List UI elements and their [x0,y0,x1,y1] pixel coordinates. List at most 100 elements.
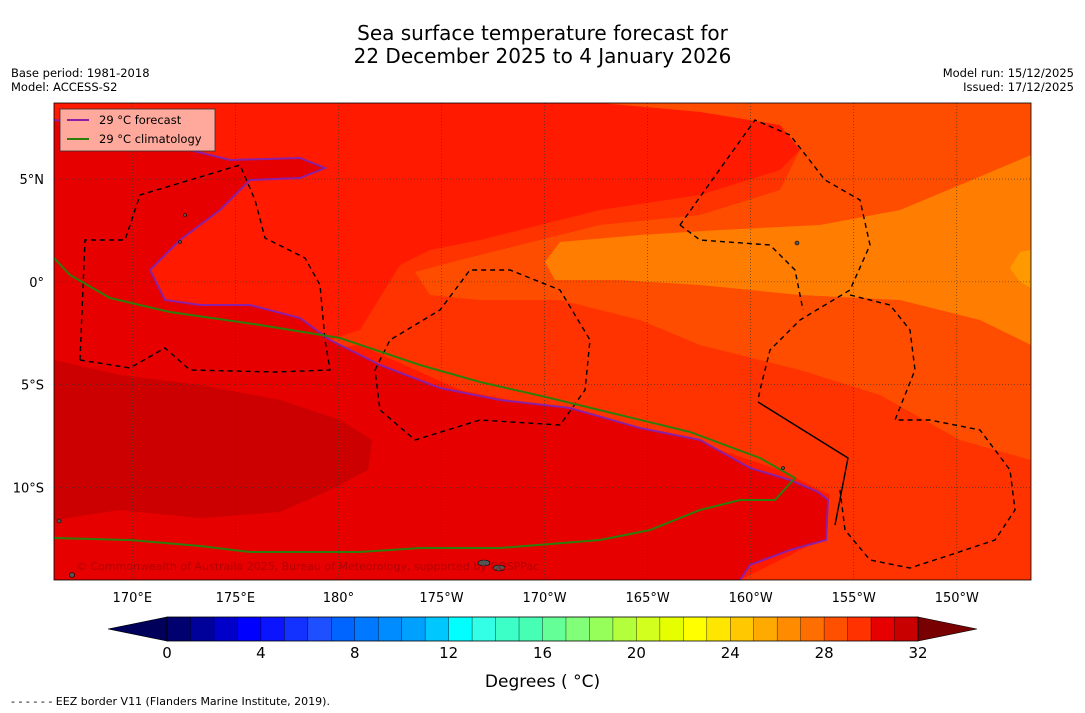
chart-title: Sea surface temperature forecast for 22 … [0,22,1085,68]
colorbar-swatch [307,617,332,641]
island-6 [781,466,785,470]
meta-right: Model run: 15/12/2025 Issued: 17/12/2025 [943,66,1074,94]
colorbar-tick-label: 0 [162,644,172,662]
map-gridlines [54,103,1031,580]
colorbar-swatch [401,617,426,641]
island-1 [69,572,75,578]
colorbar-swatch [636,617,661,641]
longitude-tick-label: 160°W [729,591,773,606]
colorbar-swatch [284,617,309,641]
longitude-tick-label: 175°E [216,591,256,606]
colorbar-tick-label: 4 [256,644,266,662]
colorbar-swatch [847,617,872,641]
colorbar-tick-label: 8 [350,644,360,662]
longitude-tick-label: 155°W [832,591,876,606]
island-samoa [477,559,491,567]
colorbar-under-arrow [107,616,168,642]
colorbar-swatch [753,617,778,641]
eez-border-2 [374,269,591,441]
colorbar-tick-label: 32 [908,644,927,662]
colorbar-over-arrow [917,616,978,642]
latitude-labels: 5°N 0° 5°S 10°S [13,173,44,496]
eez-border-5 [839,294,1016,569]
colorbar-tick-label: 28 [815,644,834,662]
colorbar-tick-label: 24 [721,644,740,662]
legend-label-forecast: 29 °C forecast [99,113,182,127]
colorbar-swatch [495,617,520,641]
colorbar-swatch [448,617,473,641]
colorbar-tick-label: 20 [627,644,646,662]
colorbar-swatch [730,617,755,641]
colorbar-swatch [213,617,238,641]
longitude-tick-label: 170°W [522,591,566,606]
colorbar-swatch [589,617,614,641]
model-name: Model: ACCESS-S2 [11,80,118,94]
latitude-tick-label: 5°S [21,379,44,394]
islands [56,213,800,578]
map-legend: 29 °C forecast 29 °C climatology [59,108,216,152]
latitude-tick-label: 0° [29,276,44,291]
longitude-tick-label: 165°W [626,591,670,606]
title-line-2: 22 December 2025 to 4 January 2026 [353,44,732,68]
base-period: Base period: 1981-2018 [11,66,150,80]
colorbar-tick-label: 12 [439,644,458,662]
eez-border-solid [757,401,849,526]
colorbar-swatch [260,617,285,641]
longitude-labels: 170°E 175°E 180° 175°W 170°W 165°W 160°W 155°W 1… [113,591,979,606]
colorbar-label: Degrees ( °C) [484,672,601,692]
title-line-1: Sea surface temperature forecast for [357,21,728,45]
colorbar-swatch [378,617,403,641]
latitude-tick-label: 10°S [13,481,44,496]
latitude-tick-label: 5°N [20,173,45,188]
sst-field-30-31 [54,360,372,520]
colorbar: 0 4 8 12 16 20 24 28 32 [107,616,978,662]
eez-border-1 [79,164,331,373]
colorbar-swatch [331,617,356,641]
map-copyright: © Commonwealth of Australia 2025, Bureau… [76,560,539,573]
sst-field-25-26 [545,155,1031,345]
legend-box [59,108,216,152]
eez-border-4 [679,224,804,311]
colorbar-frame [166,616,919,642]
colorbar-swatch [237,617,262,641]
colorbar-swatch [190,617,215,641]
map-frame [53,102,1032,581]
isotherm-29-climatology [54,257,797,553]
colorbar-swatch [612,617,637,641]
colorbar-swatch [354,617,379,641]
longitude-tick-label: 175°W [419,591,463,606]
eez-borders [79,119,1016,569]
colorbar-swatch [894,617,919,641]
eez-footnote: - - - - - - EEZ border V11 (Flanders Mar… [11,695,330,708]
island-4 [183,213,187,217]
colorbar-swatch [472,617,496,641]
model-run: Model run: 15/12/2025 [942,66,1074,80]
colorbar-swatch [706,617,731,641]
colorbar-tick-label: 16 [533,644,552,662]
colorbar-swatch [565,617,590,641]
colorbar-swatch [800,617,825,641]
longitude-tick-label: 180° [323,591,354,606]
island-2 [56,518,62,524]
colorbar-swatch [824,617,848,641]
colorbar-swatch [683,617,708,641]
issued-date: Issued: 17/12/2025 [963,80,1074,94]
map-plot-area: © Commonwealth of Australia 2025, Bureau… [54,103,1031,580]
legend-label-climatology: 29 °C climatology [99,132,202,146]
sst-field-24-25 [1010,250,1031,288]
isotherm-29-forecast [54,119,830,580]
colorbar-swatch [659,617,684,641]
island-5 [178,240,182,244]
colorbar-swatch [871,617,895,641]
eez-border-3 [679,119,871,401]
colorbar-swatch [519,617,543,641]
colorbar-swatch [542,617,567,641]
meta-left: Base period: 1981-2018 Model: ACCESS-S2 [11,66,150,94]
island-samoa-2 [492,564,506,572]
longitude-tick-label: 150°W [935,591,979,606]
longitude-tick-label: 170°E [113,591,153,606]
colorbar-swatch [167,617,191,641]
island-3 [794,240,800,246]
colorbar-swatch [425,617,450,641]
